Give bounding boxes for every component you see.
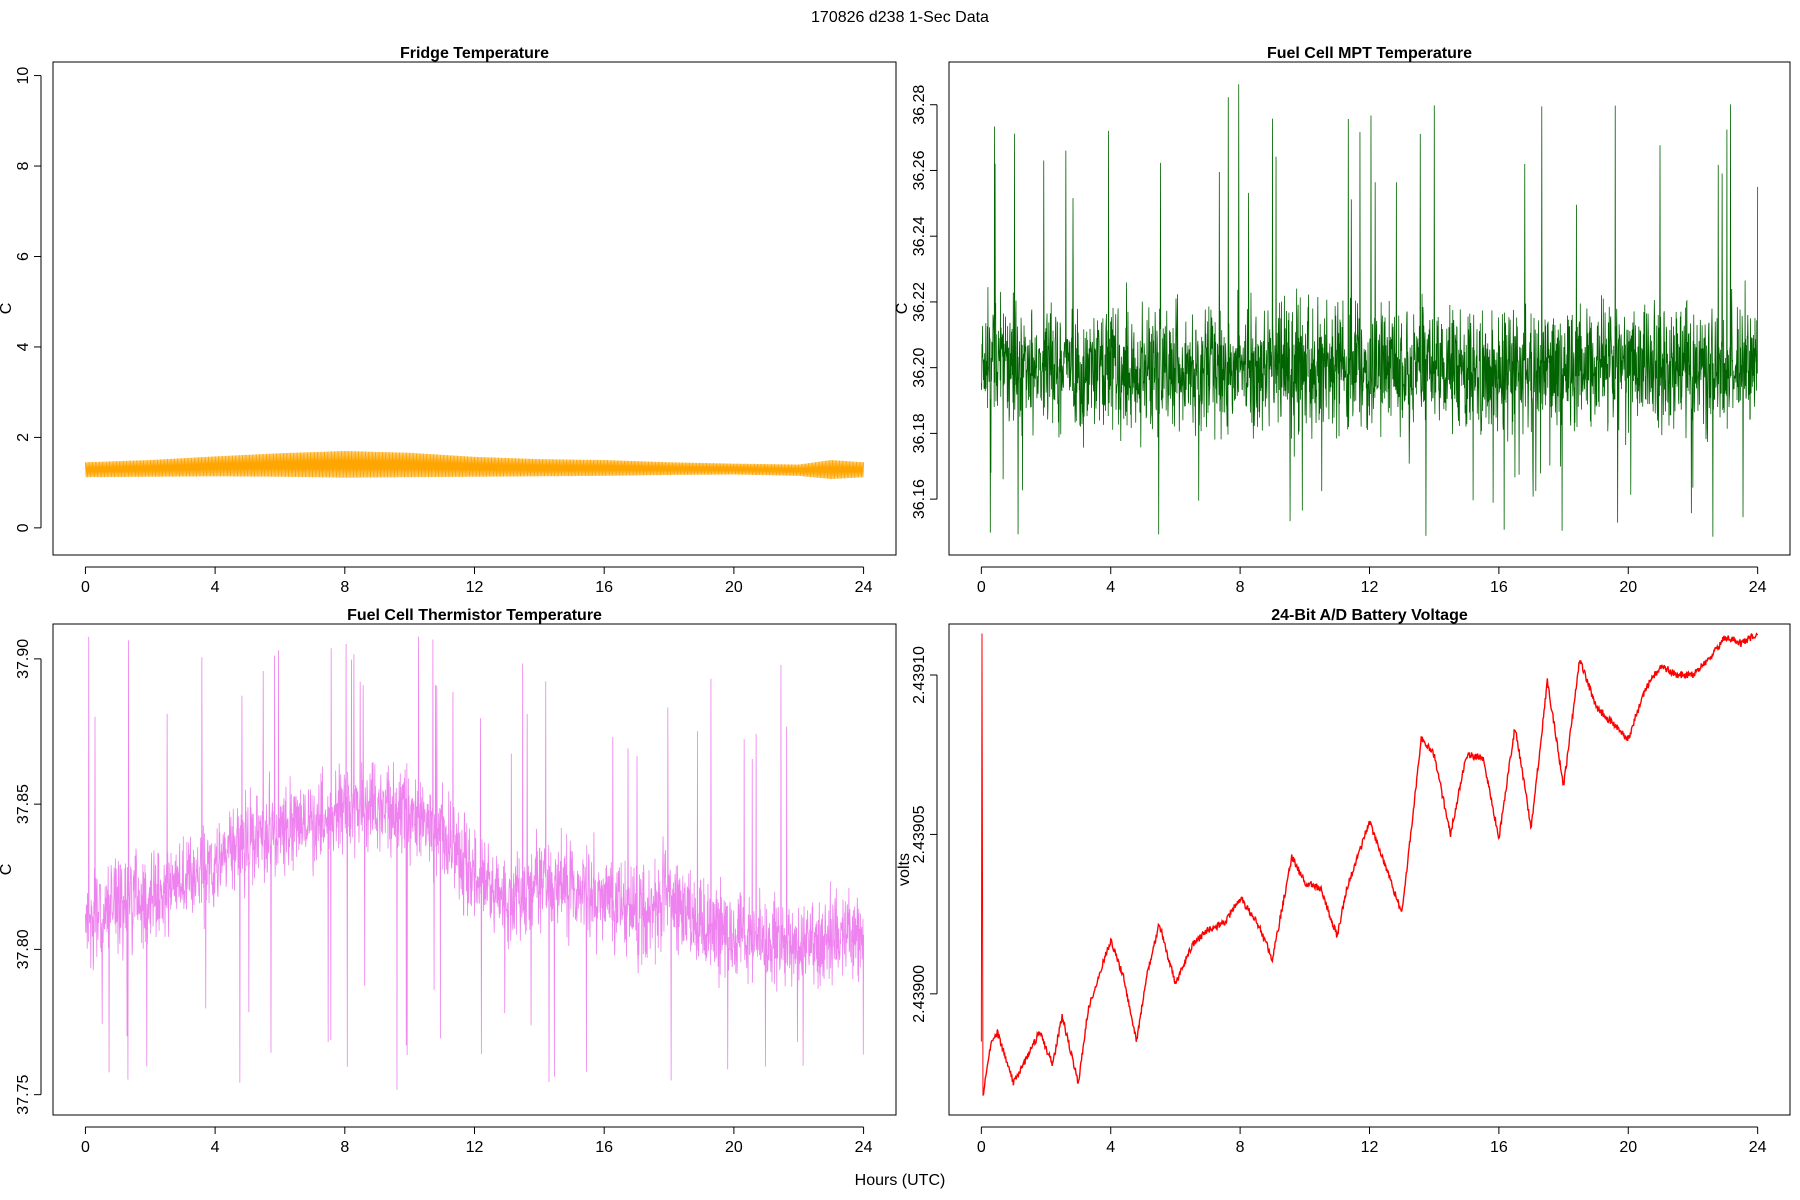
- y-tick-label: 36.22: [911, 282, 928, 322]
- x-tick-label: 8: [340, 579, 349, 596]
- fridge-title: Fridge Temperature: [400, 45, 549, 62]
- y-tick-label: 36.28: [911, 85, 928, 125]
- x-tick-label: 4: [1106, 579, 1115, 596]
- thermistor-plot-frame: [52, 623, 897, 1116]
- mpt-line: [980, 84, 1759, 537]
- battery-startup-spike: [980, 633, 984, 1096]
- mpt-series: [980, 84, 1759, 537]
- thermistor-series: [85, 636, 864, 1090]
- battery-ylabel: volts: [896, 853, 913, 886]
- x-tick-label: 20: [1619, 1139, 1637, 1156]
- y-tick-label: 8: [15, 161, 32, 170]
- x-tick-label: 4: [211, 579, 220, 596]
- figure-xlabel: Hours (UTC): [855, 1172, 946, 1189]
- panels-group: Fridge Temperature048121620240246810CFue…: [0, 45, 1791, 1156]
- x-tick-label: 4: [1106, 1139, 1115, 1156]
- x-tick-label: 12: [1361, 579, 1379, 596]
- fridge-plot-frame: [52, 61, 897, 556]
- mpt-y-axis: 36.16 36.18 36.20 36.22 36.24 36.26 36.28: [911, 85, 938, 519]
- thermistor-line: [85, 636, 864, 1090]
- x-tick-label: 24: [855, 1139, 873, 1156]
- y-tick-label: 37.75: [15, 1075, 32, 1115]
- panel-battery: 24-Bit A/D Battery Voltage 0 4 8 12 16 20 24 2.4…: [896, 607, 1791, 1156]
- y-tick-label: 37.85: [15, 784, 32, 824]
- thermistor-title: Fuel Cell Thermistor Temperature: [347, 607, 602, 624]
- fridge-line: [84, 450, 865, 479]
- y-tick-label: 37.80: [15, 929, 32, 969]
- y-tick-label: 4: [15, 342, 32, 351]
- y-tick-label: 2.43910: [911, 646, 928, 704]
- x-tick-label: 8: [340, 1139, 349, 1156]
- panel-mpt: Fuel Cell MPT Temperature 0 4 8 12 16 20 24 36.1…: [894, 45, 1791, 596]
- x-tick-label: 16: [595, 1139, 613, 1156]
- x-tick-label: 12: [466, 1139, 484, 1156]
- x-tick-label: 24: [855, 579, 873, 596]
- x-tick-label: 8: [1236, 579, 1245, 596]
- x-tick-label: 16: [1490, 579, 1508, 596]
- battery-y-axis: 2.43900 2.43905 2.43910: [911, 646, 938, 1023]
- battery-series: [980, 632, 1759, 1096]
- y-tick-label: 2.43905: [911, 805, 928, 863]
- battery-plot-frame: [948, 623, 1791, 1116]
- battery-x-axis: 0 4 8 12 16 20 24: [977, 1126, 1767, 1156]
- x-tick-label: 0: [977, 579, 986, 596]
- x-tick-label: 24: [1749, 579, 1767, 596]
- figure-suptitle: 170826 d238 1-Sec Data: [811, 9, 989, 26]
- y-tick-label: 0: [15, 523, 32, 532]
- x-tick-label: 0: [81, 579, 90, 596]
- panel-thermistor: Fuel Cell Thermistor Temperature 0 4 8 12 16 2…: [0, 607, 897, 1156]
- y-tick-label: 36.18: [911, 413, 928, 453]
- thermistor-y-axis: 37.75 37.80 37.85 37.90: [15, 639, 42, 1115]
- y-tick-label: 2.43900: [911, 965, 928, 1023]
- fridge-series: [84, 450, 865, 479]
- panel-fridge: Fridge Temperature048121620240246810C: [0, 45, 897, 596]
- y-tick-label: 10: [15, 67, 32, 85]
- y-tick-label: 36.20: [911, 348, 928, 388]
- x-tick-label: 0: [81, 1139, 90, 1156]
- x-tick-label: 16: [1490, 1139, 1508, 1156]
- y-tick-label: 37.90: [15, 639, 32, 679]
- x-tick-label: 20: [725, 579, 743, 596]
- y-tick-label: 2: [15, 433, 32, 442]
- y-tick-label: 36.24: [911, 216, 928, 256]
- x-tick-label: 16: [595, 579, 613, 596]
- mpt-ylabel: C: [894, 303, 911, 315]
- x-tick-label: 12: [1361, 1139, 1379, 1156]
- x-tick-label: 20: [725, 1139, 743, 1156]
- y-tick-label: 6: [15, 252, 32, 261]
- fridge-ylabel: C: [0, 303, 15, 315]
- y-tick-label: 36.16: [911, 479, 928, 519]
- x-tick-label: 4: [211, 1139, 220, 1156]
- x-tick-label: 0: [977, 1139, 986, 1156]
- mpt-title: Fuel Cell MPT Temperature: [1267, 45, 1472, 62]
- x-tick-label: 12: [466, 579, 484, 596]
- fridge-x-axis: 0 4 8 12 16 20 24: [81, 566, 873, 596]
- thermistor-ylabel: C: [0, 864, 15, 876]
- fridge-y-axis: 0 2 4 6 8 10: [15, 67, 42, 532]
- y-tick-label: 36.26: [911, 150, 928, 190]
- mpt-plot-frame: [948, 61, 1791, 556]
- x-tick-label: 24: [1749, 1139, 1767, 1156]
- battery-title: 24-Bit A/D Battery Voltage: [1271, 607, 1468, 624]
- x-tick-label: 20: [1619, 579, 1637, 596]
- battery-line: [982, 632, 1759, 1096]
- mpt-x-axis: 0 4 8 12 16 20 24: [977, 566, 1767, 596]
- thermistor-x-axis: 0 4 8 12 16 20 24: [81, 1126, 873, 1156]
- x-tick-label: 8: [1236, 1139, 1245, 1156]
